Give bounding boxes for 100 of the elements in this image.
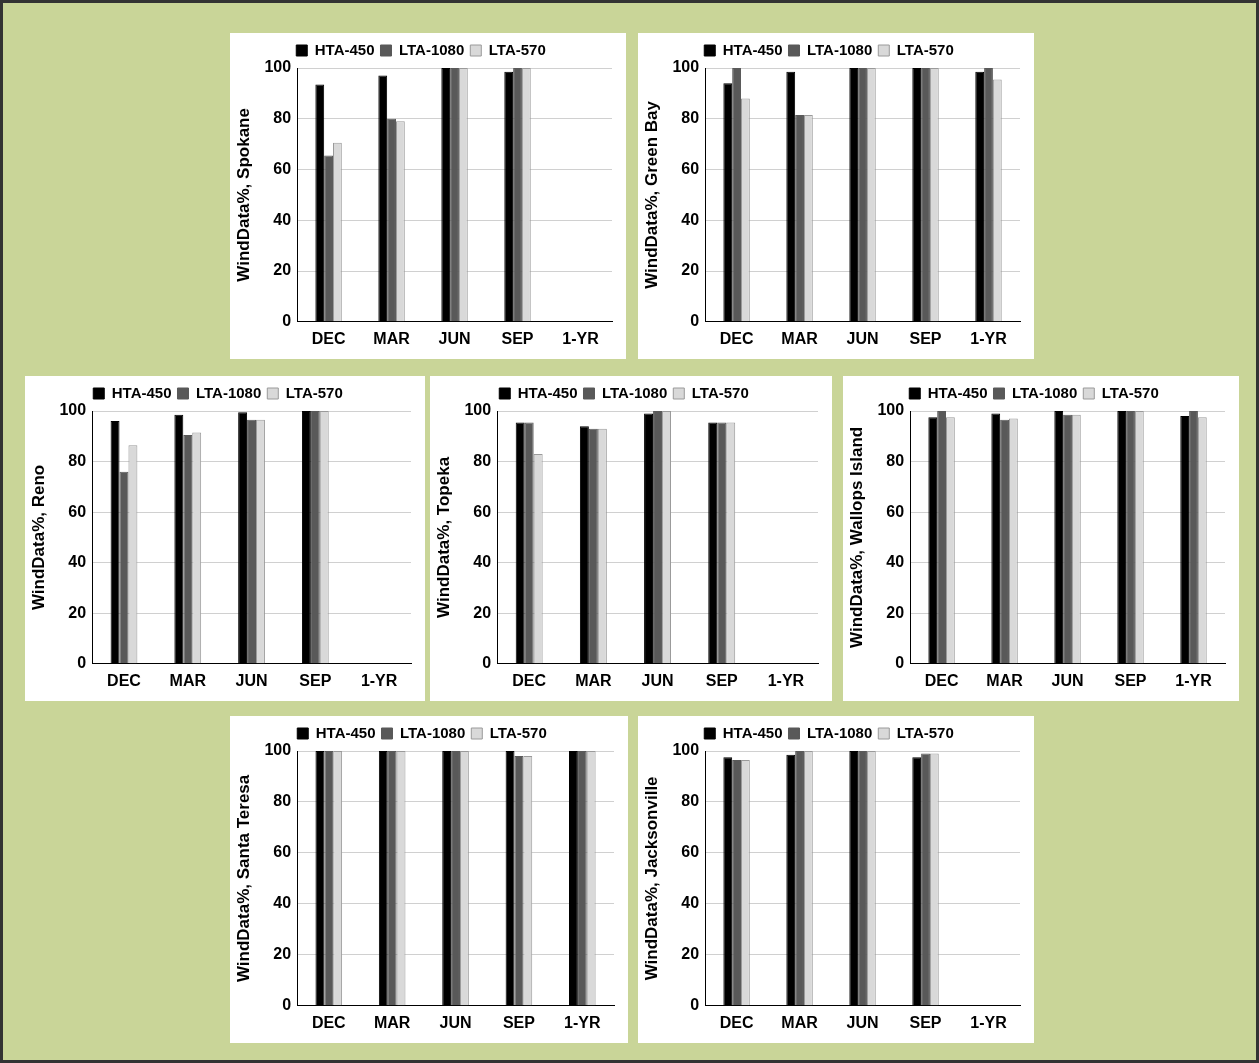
x-tick-label: SEP (909, 1013, 942, 1031)
x-tick-label: SEP (909, 329, 942, 347)
y-tick-label: 60 (473, 502, 492, 520)
y-axis-title: WindData%, Green Bay (641, 100, 661, 289)
x-tick-label: SEP (501, 329, 534, 347)
y-tick-label: 60 (68, 502, 87, 520)
y-tick-label: 100 (672, 741, 700, 759)
x-tick-label: MAR (986, 671, 1024, 689)
x-tick-label: DEC (311, 329, 346, 347)
x-tick-label: MAR (169, 671, 207, 689)
y-tick-label: 0 (690, 312, 700, 330)
y-tick-label: 100 (59, 401, 87, 419)
legend-label: HTA-450 (722, 40, 783, 58)
x-tick-label: JUN (438, 329, 471, 347)
x-tick-label: 1-YR (767, 671, 805, 689)
x-tick-label: DEC (512, 671, 547, 689)
x-tick-label: SEP (299, 671, 332, 689)
y-axis-title: WindData%, Reno (28, 464, 48, 611)
y-tick-label: 0 (895, 654, 905, 672)
y-tick-label: 0 (77, 654, 87, 672)
y-axis-title: WindData%, Topeka (433, 456, 453, 618)
x-tick-label: SEP (502, 1013, 536, 1031)
bar (732, 68, 741, 322)
x-tick-label: JUN (846, 329, 879, 347)
x-tick-label: DEC (719, 1013, 754, 1031)
y-tick-label: 20 (273, 261, 292, 279)
y-tick-label: 0 (282, 996, 292, 1014)
legend-label: HTA-450 (314, 40, 375, 58)
x-tick-label: MAR (373, 1013, 411, 1031)
legend-label: LTA-570 (285, 383, 343, 401)
x-tick-label: JUN (1051, 671, 1084, 689)
x-tick-label: DEC (924, 671, 959, 689)
y-tick-label: 40 (681, 894, 700, 912)
y-tick-label: 40 (273, 210, 292, 228)
bar (858, 68, 867, 322)
legend-label: LTA-1080 (399, 723, 466, 741)
legend-label: HTA-450 (722, 723, 783, 741)
bar (387, 118, 396, 322)
legend-label: LTA-1080 (806, 40, 873, 58)
y-tick-label: 100 (672, 58, 700, 76)
y-tick-label: 20 (273, 945, 292, 963)
y-tick-label: 100 (877, 401, 905, 419)
x-tick-label: DEC (311, 1013, 347, 1031)
y-tick-label: 80 (273, 792, 292, 810)
x-tick-label: JUN (439, 1013, 472, 1031)
bar (921, 68, 930, 322)
y-tick-label: 100 (264, 58, 292, 76)
legend-label: LTA-570 (896, 40, 954, 58)
x-tick-label: 1-YR (562, 329, 600, 347)
y-tick-label: 0 (690, 996, 700, 1014)
legend-label: LTA-1080 (601, 383, 668, 401)
bar (324, 155, 333, 322)
x-tick-label: JUN (641, 671, 674, 689)
y-tick-label: 60 (681, 843, 700, 861)
y-tick-label: 40 (273, 894, 292, 912)
y-tick-label: 20 (473, 603, 492, 621)
bar (524, 422, 534, 664)
x-tick-label: MAR (781, 329, 819, 347)
y-tick-label: 80 (681, 109, 700, 127)
y-tick-label: 20 (681, 945, 700, 963)
y-tick-label: 20 (68, 603, 87, 621)
legend-label: LTA-570 (896, 723, 954, 741)
y-tick-label: 80 (68, 451, 87, 469)
bar (247, 419, 257, 664)
legend-label: LTA-570 (691, 383, 749, 401)
legend-label: LTA-1080 (806, 723, 873, 741)
x-tick-label: JUN (235, 671, 268, 689)
y-tick-label: 0 (282, 312, 292, 330)
legend-label: HTA-450 (111, 383, 172, 401)
x-tick-label: SEP (705, 671, 739, 689)
x-tick-label: 1-YR (1175, 671, 1213, 689)
y-axis-title: WindData%, Spokane (233, 108, 253, 282)
y-tick-label: 60 (273, 159, 292, 177)
y-tick-label: 20 (681, 261, 700, 279)
x-tick-label: 1-YR (970, 329, 1008, 347)
legend-label: HTA-450 (927, 383, 988, 401)
bar (310, 411, 320, 664)
y-tick-label: 0 (482, 654, 492, 672)
legend-label: LTA-1080 (398, 40, 465, 58)
x-tick-label: 1-YR (564, 1013, 601, 1031)
x-tick-label: MAR (575, 671, 613, 689)
y-tick-label: 20 (886, 603, 905, 621)
x-tick-label: DEC (107, 671, 142, 689)
y-tick-label: 60 (273, 843, 292, 861)
x-tick-label: JUN (846, 1013, 879, 1031)
legend-label: LTA-570 (1101, 383, 1159, 401)
y-tick-label: 80 (473, 451, 492, 469)
legend-label: LTA-1080 (195, 383, 262, 401)
y-axis-title: WindData%, Wallops Island (846, 426, 866, 648)
bar (513, 68, 522, 322)
y-tick-label: 40 (681, 210, 700, 228)
y-tick-label: 40 (886, 553, 905, 571)
y-tick-label: 100 (464, 401, 492, 419)
y-tick-label: 60 (681, 159, 700, 177)
bar (653, 411, 663, 664)
legend-label: LTA-1080 (1011, 383, 1078, 401)
legend-label: HTA-450 (315, 723, 376, 741)
bar (717, 422, 727, 664)
y-tick-label: 100 (264, 741, 292, 759)
y-tick-label: 80 (886, 451, 905, 469)
